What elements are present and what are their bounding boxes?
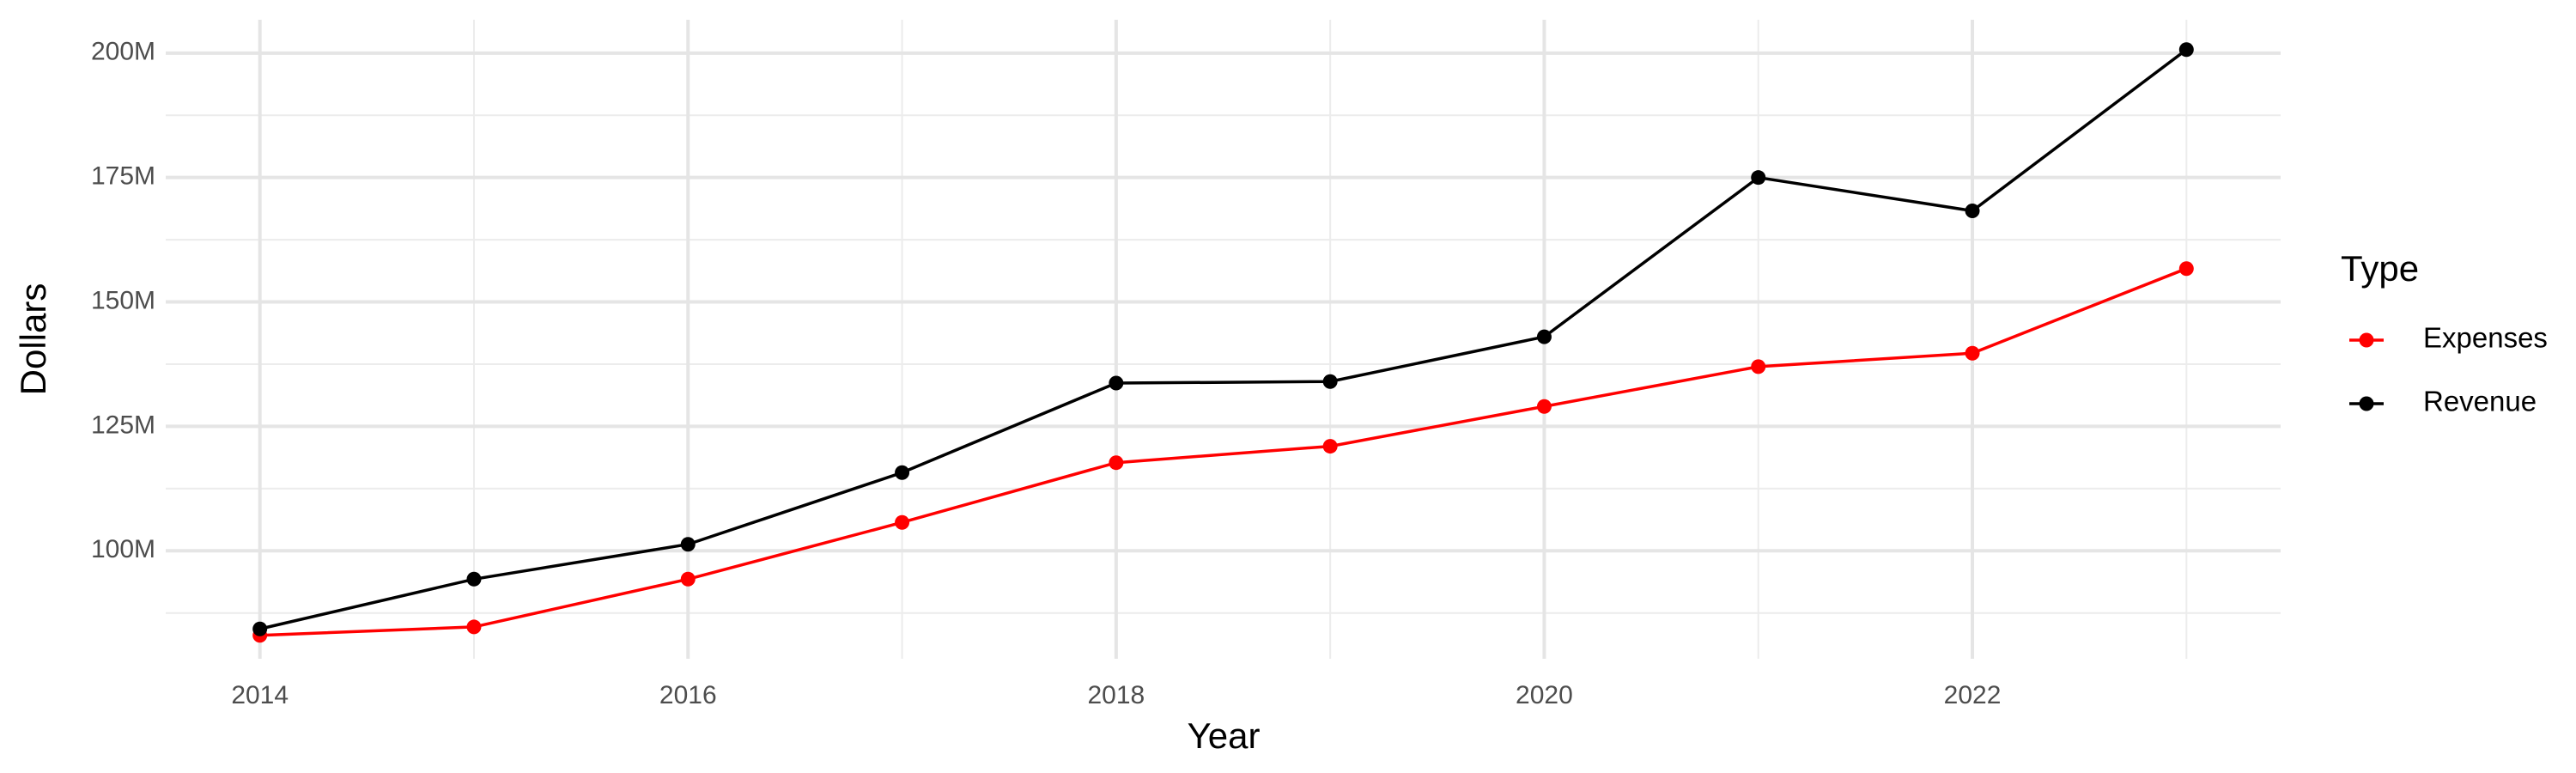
data-point bbox=[895, 514, 910, 530]
data-point bbox=[1109, 455, 1124, 471]
data-point bbox=[1109, 375, 1124, 391]
data-point bbox=[1322, 439, 1338, 454]
data-point bbox=[2178, 42, 2194, 58]
data-point bbox=[895, 465, 910, 480]
legend-swatch-point bbox=[2359, 332, 2374, 348]
series bbox=[252, 42, 2194, 636]
data-point bbox=[1536, 399, 1552, 414]
data-point bbox=[680, 571, 696, 587]
y-tick-label: 200M bbox=[91, 38, 155, 66]
y-tick-label: 125M bbox=[91, 411, 155, 439]
y-tick-label: 100M bbox=[91, 535, 155, 563]
x-tick-label: 2014 bbox=[231, 681, 289, 709]
series-line bbox=[259, 48, 2188, 630]
data-point bbox=[680, 537, 696, 552]
data-point bbox=[466, 571, 482, 587]
data-point bbox=[1322, 374, 1338, 389]
x-tick-label: 2020 bbox=[1516, 681, 1573, 709]
data-point bbox=[1751, 359, 1766, 374]
y-tick-label: 175M bbox=[91, 162, 155, 191]
data-point bbox=[1536, 329, 1552, 344]
x-tick-label: 2022 bbox=[1944, 681, 2002, 709]
x-tick-label: 2016 bbox=[659, 681, 717, 709]
x-axis-title: Year bbox=[1188, 715, 1261, 756]
x-tick-label: 2018 bbox=[1087, 681, 1145, 709]
series bbox=[252, 261, 2194, 643]
grid bbox=[166, 20, 2281, 659]
legend-label: Revenue bbox=[2423, 386, 2537, 417]
legend-title: Type bbox=[2341, 248, 2419, 289]
legend-swatch-point bbox=[2359, 396, 2374, 411]
y-axis-title: Dollars bbox=[13, 283, 53, 396]
data-point bbox=[1751, 170, 1766, 186]
series-line bbox=[259, 267, 2187, 637]
data-point bbox=[1965, 204, 1980, 219]
data-point bbox=[1965, 345, 1980, 361]
data-point bbox=[466, 619, 482, 635]
legend-label: Expenses bbox=[2423, 322, 2548, 354]
data-point bbox=[2178, 261, 2194, 277]
y-tick-label: 150M bbox=[91, 286, 155, 314]
data-point bbox=[252, 621, 268, 636]
